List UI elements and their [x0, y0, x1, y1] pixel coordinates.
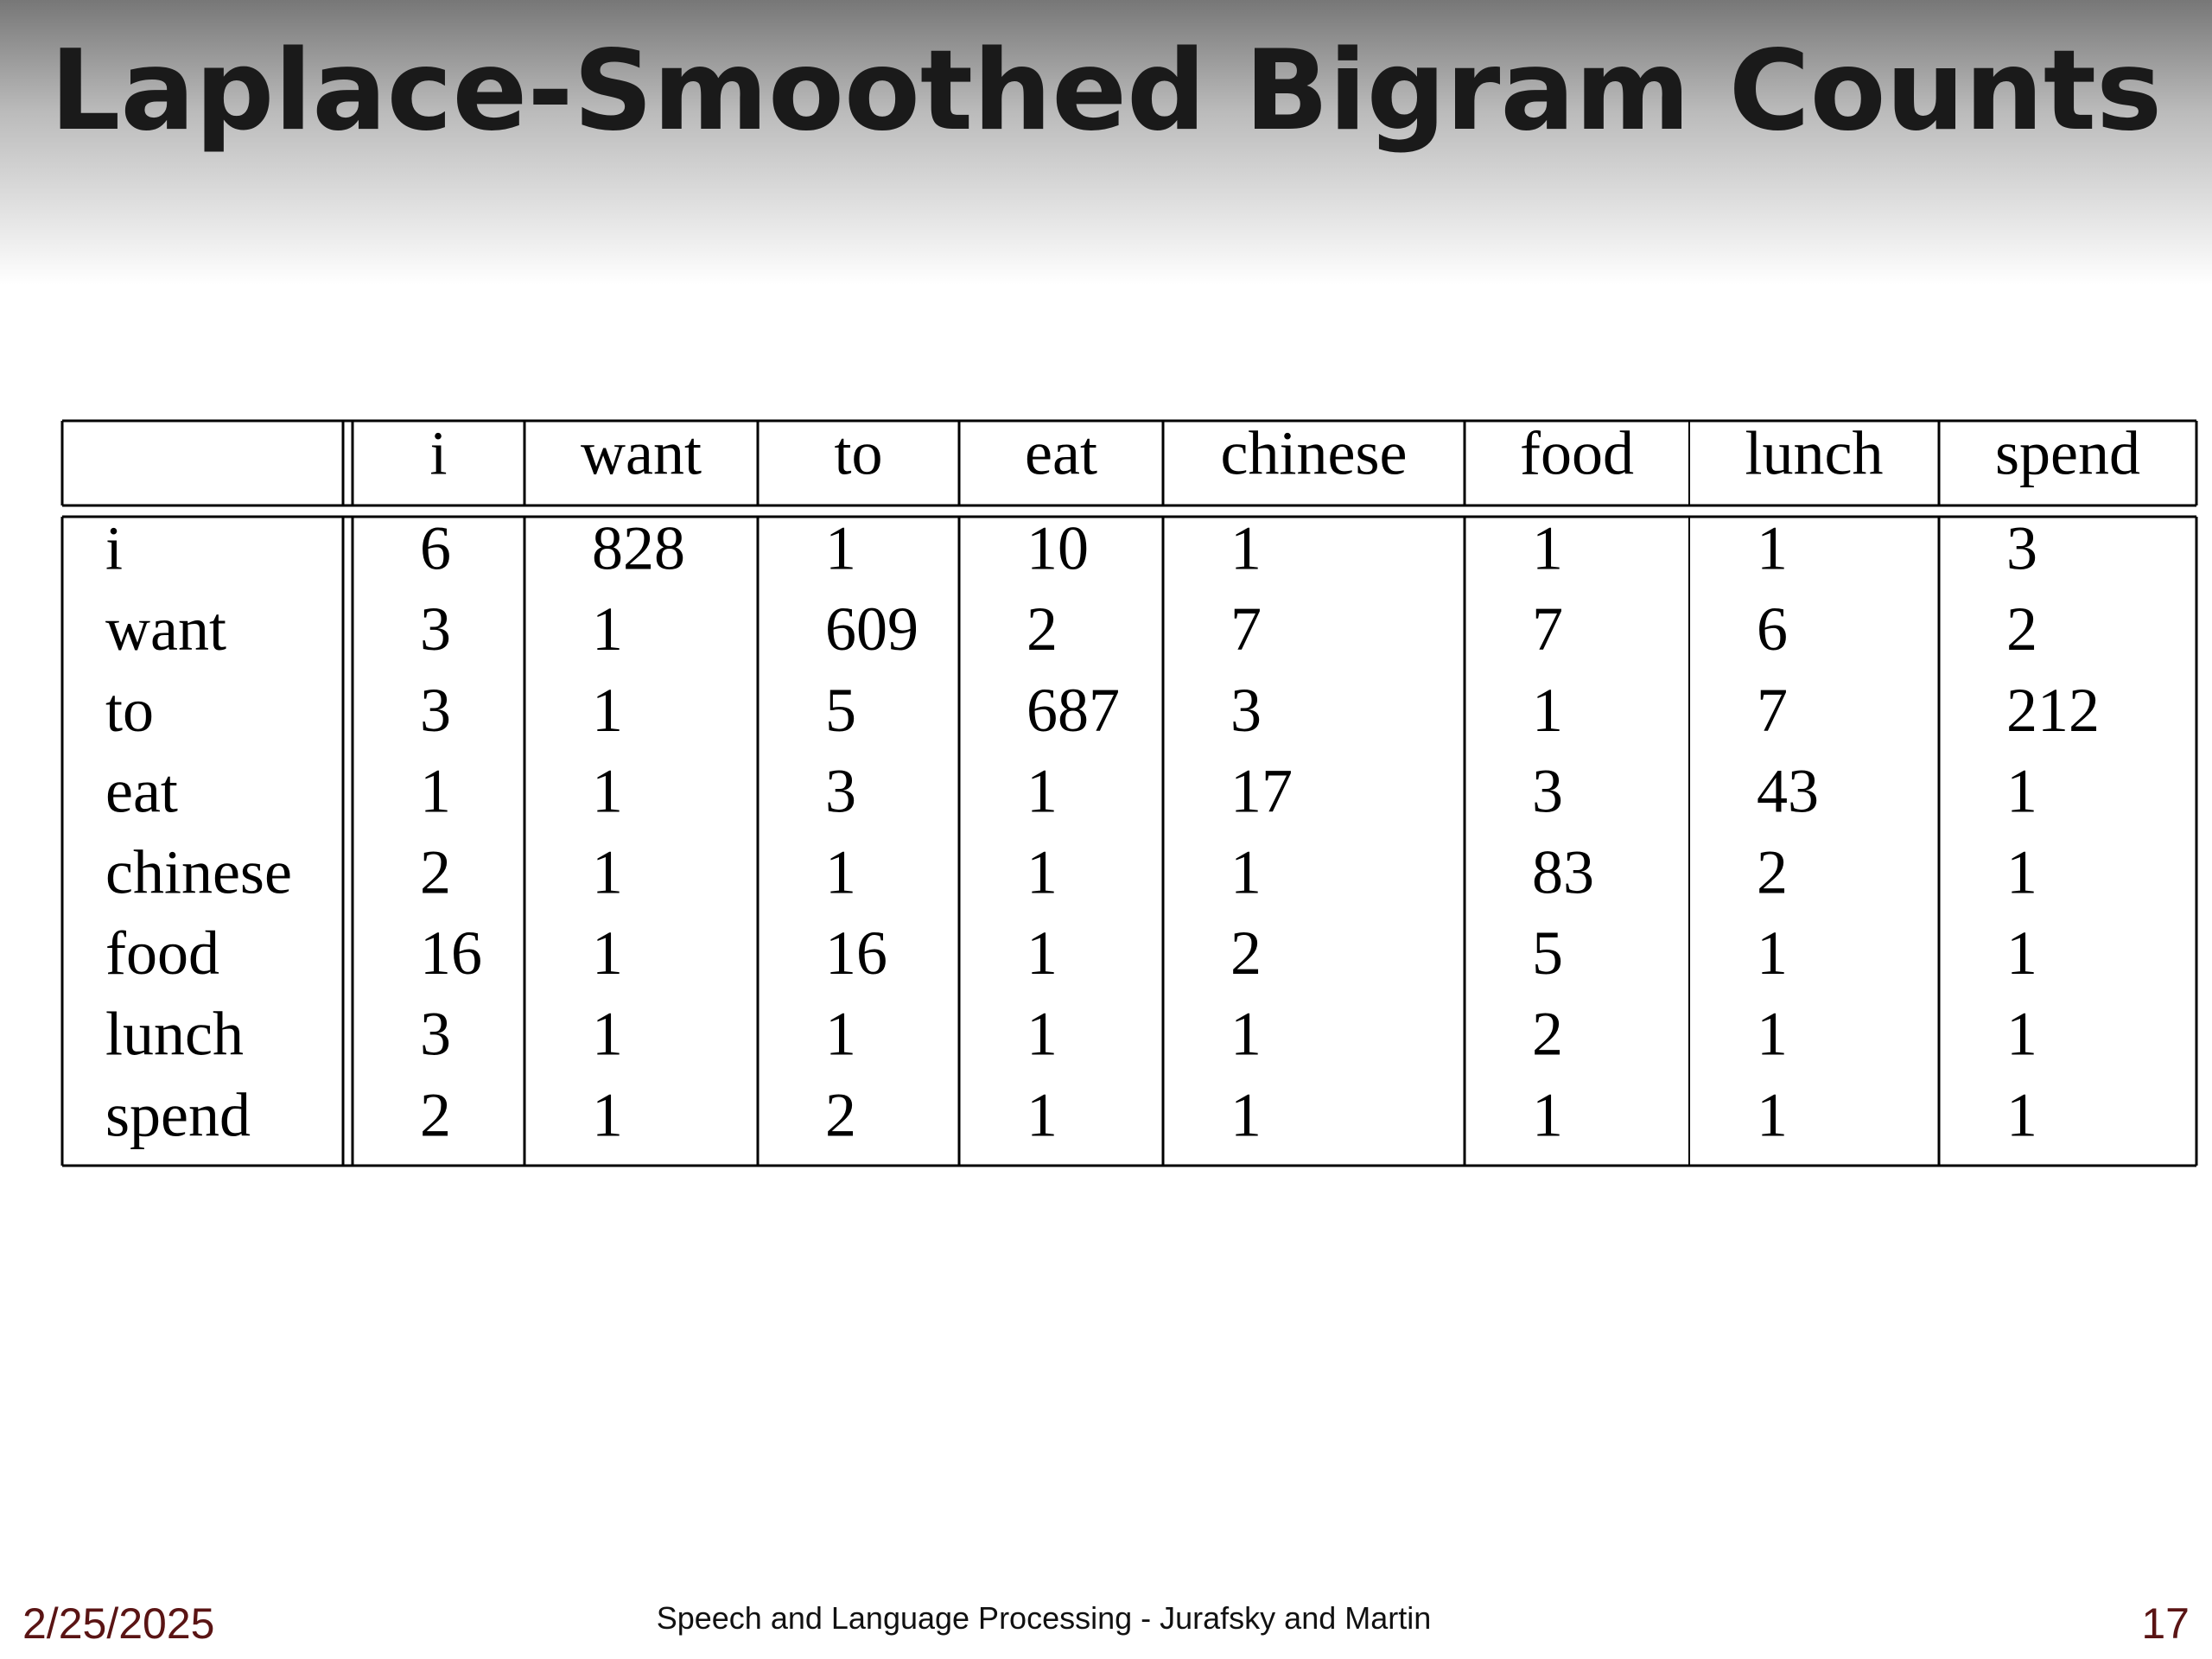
- cell-value: 16: [825, 918, 887, 988]
- cell-value: 1: [1027, 1000, 1058, 1069]
- row-label: eat: [105, 757, 178, 826]
- cell-value: 687: [1027, 676, 1120, 745]
- column-header: want: [581, 419, 702, 488]
- cell-value: 1: [1027, 918, 1058, 988]
- cell-value: 1: [1027, 757, 1058, 826]
- column-header: spend: [1995, 419, 2140, 488]
- cell-value: 1: [592, 1080, 623, 1149]
- cell-value: 1: [2006, 918, 2037, 988]
- cell-value: 2: [1027, 594, 1058, 664]
- cell-value: 3: [1230, 676, 1262, 745]
- cell-value: 1: [825, 837, 856, 906]
- cell-value: 3: [420, 1000, 451, 1069]
- row-label: want: [105, 594, 226, 664]
- cell-value: 7: [1532, 594, 1563, 664]
- cell-value: 1: [1757, 1080, 1788, 1149]
- row-label: chinese: [105, 837, 292, 906]
- cell-value: 1: [1027, 837, 1058, 906]
- cell-value: 5: [825, 676, 856, 745]
- cell-value: 1: [2006, 1080, 2037, 1149]
- cell-value: 3: [420, 594, 451, 664]
- cell-value: 1: [1027, 1080, 1058, 1149]
- cell-value: 17: [1230, 757, 1293, 826]
- cell-value: 10: [1027, 514, 1089, 583]
- cell-value: 1: [825, 514, 856, 583]
- cell-value: 83: [1532, 837, 1594, 906]
- cell-value: 1: [420, 757, 451, 826]
- cell-value: 3: [1532, 757, 1563, 826]
- cell-value: 5: [1532, 918, 1563, 988]
- cell-value: 1: [1757, 514, 1788, 583]
- cell-value: 1: [1230, 514, 1262, 583]
- cell-value: 16: [420, 918, 482, 988]
- cell-value: 1: [1757, 1000, 1788, 1069]
- cell-value: 7: [1230, 594, 1262, 664]
- cell-value: 1: [592, 837, 623, 906]
- row-label: to: [105, 676, 154, 745]
- cell-value: 3: [420, 676, 451, 745]
- cell-value: 1: [592, 918, 623, 988]
- cell-value: 1: [2006, 837, 2037, 906]
- cell-value: 212: [2006, 676, 2100, 745]
- cell-value: 2: [1230, 918, 1262, 988]
- cell-value: 1: [2006, 757, 2037, 826]
- cell-value: 1: [1532, 514, 1563, 583]
- cell-value: 1: [2006, 1000, 2037, 1069]
- cell-value: 2: [420, 1080, 451, 1149]
- cell-value: 1: [1532, 1080, 1563, 1149]
- cell-value: 3: [2006, 514, 2037, 583]
- column-header: food: [1520, 419, 1634, 488]
- cell-value: 2: [1532, 1000, 1563, 1069]
- row-label: food: [105, 918, 219, 988]
- cell-value: 6: [420, 514, 451, 583]
- row-label: spend: [105, 1080, 251, 1149]
- row-label: lunch: [105, 1000, 244, 1069]
- cell-value: 1: [592, 676, 623, 745]
- footer-date: 2/25/2025: [22, 1599, 215, 1648]
- column-header: to: [834, 419, 882, 488]
- cell-value: 609: [825, 594, 918, 664]
- footer-source: Speech and Language Processing - Jurafsk…: [656, 1600, 1432, 1636]
- page-number: 17: [2141, 1599, 2190, 1648]
- cell-value: 828: [592, 514, 685, 583]
- cell-value: 3: [825, 757, 856, 826]
- cell-value: 2: [420, 837, 451, 906]
- row-label: i: [105, 514, 123, 583]
- cell-value: 1: [592, 594, 623, 664]
- cell-value: 1: [1230, 1000, 1262, 1069]
- cell-value: 1: [1757, 918, 1788, 988]
- cell-value: 2: [2006, 594, 2037, 664]
- cell-value: 43: [1757, 757, 1819, 826]
- column-header: eat: [1025, 419, 1097, 488]
- cell-value: 6: [1757, 594, 1788, 664]
- cell-value: 1: [1230, 1080, 1262, 1149]
- cell-value: 1: [1230, 837, 1262, 906]
- cell-value: 2: [1757, 837, 1788, 906]
- slide-title: Laplace-Smoothed Bigram Counts: [49, 27, 2163, 156]
- cell-value: 1: [825, 1000, 856, 1069]
- column-header: lunch: [1745, 419, 1884, 488]
- cell-value: 1: [592, 1000, 623, 1069]
- column-header: chinese: [1221, 419, 1408, 488]
- cell-value: 1: [1532, 676, 1563, 745]
- cell-value: 2: [825, 1080, 856, 1149]
- cell-value: 7: [1757, 676, 1788, 745]
- cell-value: 1: [592, 757, 623, 826]
- column-header: i: [429, 419, 447, 488]
